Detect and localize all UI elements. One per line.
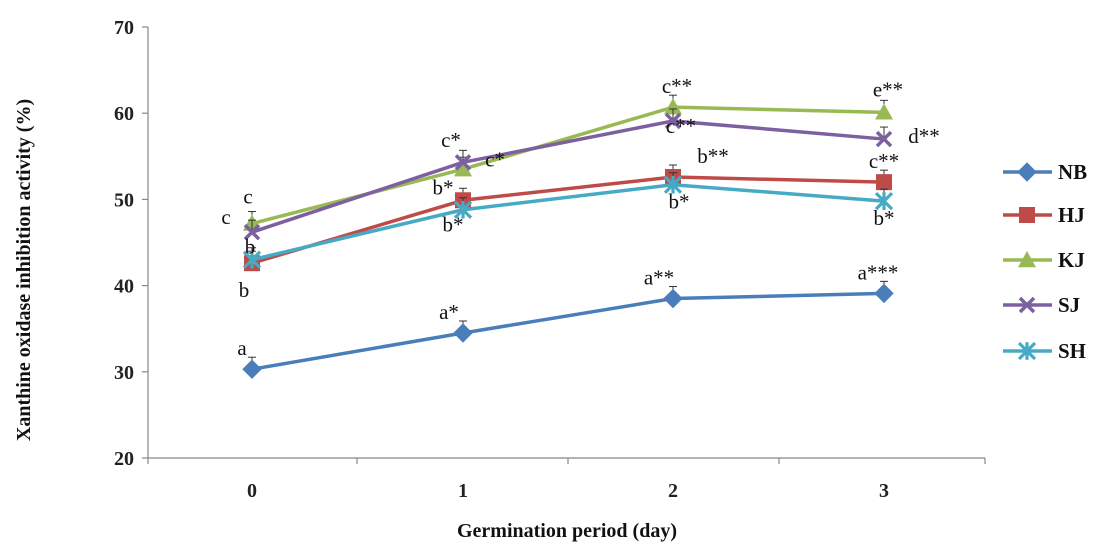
data-label: b* [874, 206, 895, 230]
data-label: c** [666, 114, 696, 138]
series-marker [663, 288, 683, 309]
x-tick-labels: 0 1 2 3 [247, 480, 889, 502]
series-line-sj [251, 119, 885, 234]
data-label: a [237, 336, 247, 360]
y-tick-label: 70 [114, 17, 134, 39]
legend-label: SJ [1058, 293, 1080, 317]
x-tick-label: 2 [668, 480, 678, 502]
legend-entry-kj: KJ [1003, 248, 1085, 272]
series-marker [242, 359, 262, 379]
legend-label: HJ [1058, 203, 1085, 227]
data-label: b [245, 235, 256, 259]
series-marker [1017, 162, 1037, 182]
data-label: b** [697, 144, 729, 168]
legend-label: NB [1058, 160, 1087, 184]
series-marker [454, 160, 472, 177]
series-marker [1019, 207, 1035, 223]
y-tick-label: 60 [114, 103, 134, 125]
y-tick-labels: 20 30 40 50 60 70 [114, 17, 134, 470]
series-marker [876, 174, 892, 191]
data-label: a*** [858, 260, 899, 284]
series-marker [243, 223, 261, 241]
data-label: b* [669, 190, 690, 214]
data-label: c** [869, 149, 899, 173]
y-tick-label: 40 [114, 276, 134, 298]
series-marker [664, 112, 682, 130]
series-marker [875, 130, 893, 148]
data-label: d** [908, 124, 940, 148]
x-tick-label: 1 [458, 480, 468, 502]
y-tick-label: 20 [114, 448, 134, 470]
axes [142, 26, 986, 464]
series-marker [1018, 251, 1036, 268]
data-label: b [239, 278, 250, 302]
series-line-kj [251, 105, 885, 226]
x-tick-label: 3 [879, 480, 889, 502]
series-line-sh [251, 182, 885, 262]
data-annotations: aa*a** a***bb*b** c**cc*c** e**cc*c** d**bb*… [221, 74, 939, 360]
series-line-nb [251, 291, 885, 371]
legend-entry-nb: NB [1003, 160, 1087, 184]
legend: NB HJ KJ SJ SH [1003, 160, 1087, 363]
y-axis-title: Xanthine oxidase inhibition activity (%) [13, 99, 35, 441]
x-tick-label: 0 [247, 480, 257, 502]
legend-entry-hj: HJ [1003, 203, 1085, 227]
series-marker [1018, 296, 1036, 314]
series-marker [664, 98, 682, 115]
series-marker [242, 250, 262, 269]
legend-label: SH [1058, 339, 1086, 363]
data-label: b* [443, 213, 464, 237]
legend-entry-sj: SJ [1003, 293, 1080, 317]
data-label: a** [644, 266, 674, 290]
series-marker [453, 200, 473, 219]
data-label: c** [662, 74, 692, 98]
legend-label: KJ [1058, 248, 1085, 272]
data-label: c [221, 205, 230, 229]
data-label: c* [441, 128, 461, 152]
series-marker [875, 103, 893, 120]
legend-entry-sh: SH [1003, 339, 1086, 363]
data-label: b* [433, 175, 454, 199]
series-marker [874, 283, 894, 304]
data-label: e** [873, 77, 903, 101]
series-marker [454, 154, 472, 171]
y-tick-label: 50 [114, 189, 134, 211]
y-tick-label: 30 [114, 362, 134, 384]
series-marker [874, 191, 894, 211]
data-label: a* [439, 300, 459, 324]
series-lines [242, 94, 894, 379]
x-axis-title: Germination period (day) [457, 520, 677, 542]
series-line-hj [251, 175, 885, 265]
series-marker [453, 323, 473, 343]
series-marker [1017, 341, 1037, 361]
data-label: c [243, 185, 252, 209]
series-marker [663, 175, 683, 194]
data-label: c* [485, 147, 505, 171]
